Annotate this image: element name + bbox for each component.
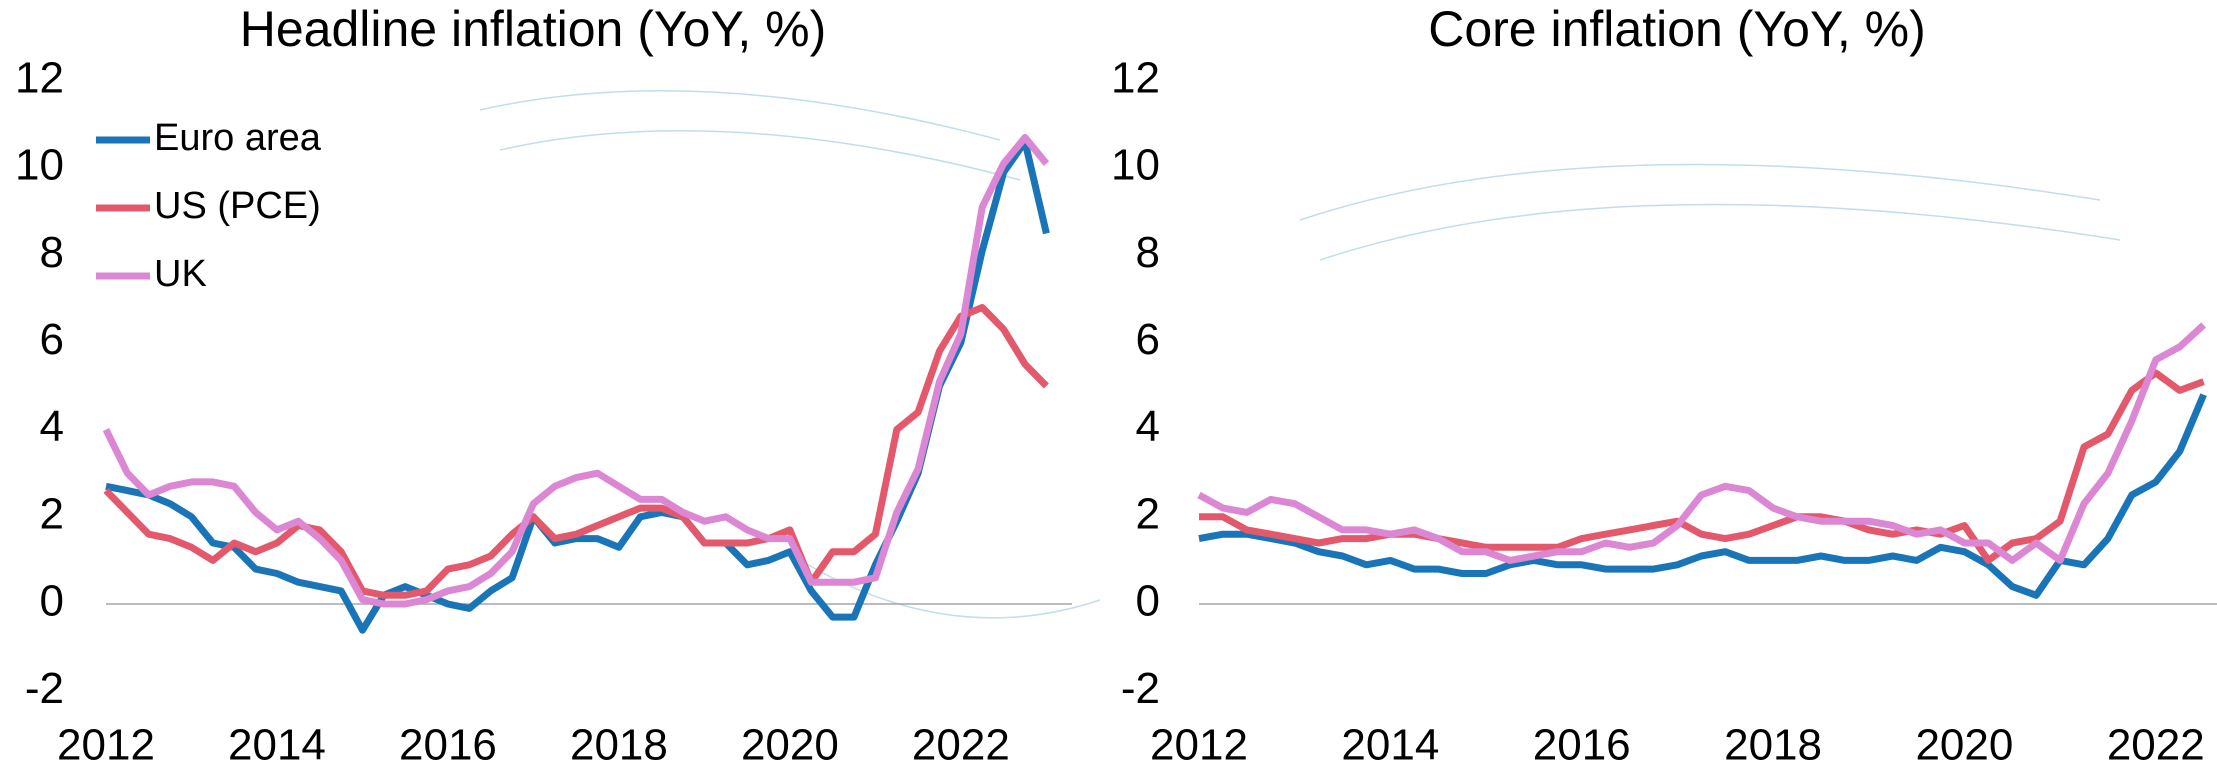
x-tick-label: 2016	[399, 721, 497, 770]
y-tick-label: 2	[1136, 489, 1160, 538]
x-tick-label: 2014	[1341, 721, 1439, 770]
y-tick-label: -2	[1121, 664, 1160, 713]
x-tick-label: 2020	[741, 721, 839, 770]
y-tick-label: 12	[1111, 53, 1160, 102]
y-tick-label: 10	[1111, 141, 1160, 190]
x-tick-label: 2022	[2107, 721, 2205, 770]
y-tick-label: 4	[1136, 402, 1160, 451]
legend-label: Euro area	[154, 117, 322, 159]
y-tick-label: 8	[1136, 228, 1160, 277]
wave	[479, 90, 1001, 141]
line-series	[1199, 369, 2205, 564]
x-tick-label: 2016	[1533, 721, 1631, 770]
wave	[1319, 203, 2121, 261]
y-tick-label: 0	[40, 577, 64, 626]
y-tick-label: -2	[25, 664, 64, 713]
x-tick-label: 2012	[1150, 721, 1248, 770]
line-series	[102, 134, 1050, 608]
line-series	[1198, 393, 2207, 599]
wave	[499, 130, 1021, 181]
y-tick-label: 0	[1136, 577, 1160, 626]
x-tick-label: 2014	[228, 721, 326, 770]
legend-label: US (PCE)	[154, 185, 321, 227]
y-tick-label: 2	[40, 489, 64, 538]
y-tick-label: 6	[1136, 315, 1160, 364]
y-tick-label: 10	[15, 141, 64, 190]
y-tick-label: 6	[40, 315, 64, 364]
y-tick-label: 8	[40, 228, 64, 277]
wave	[799, 559, 1101, 619]
x-tick-label: 2018	[570, 721, 668, 770]
line-series	[103, 304, 1049, 599]
chart-title: Core inflation (YoY, %)	[1428, 1, 1926, 57]
x-tick-label: 2020	[1915, 721, 2013, 770]
legend-label: UK	[154, 253, 207, 295]
line-series	[1197, 322, 2206, 564]
x-tick-label: 2018	[1724, 721, 1822, 770]
wave	[1299, 163, 2101, 221]
chart-title: Headline inflation (YoY, %)	[240, 1, 827, 57]
y-tick-label: 4	[40, 402, 64, 451]
y-tick-label: 12	[15, 53, 64, 102]
x-tick-label: 2012	[57, 721, 155, 770]
x-tick-label: 2022	[912, 721, 1010, 770]
